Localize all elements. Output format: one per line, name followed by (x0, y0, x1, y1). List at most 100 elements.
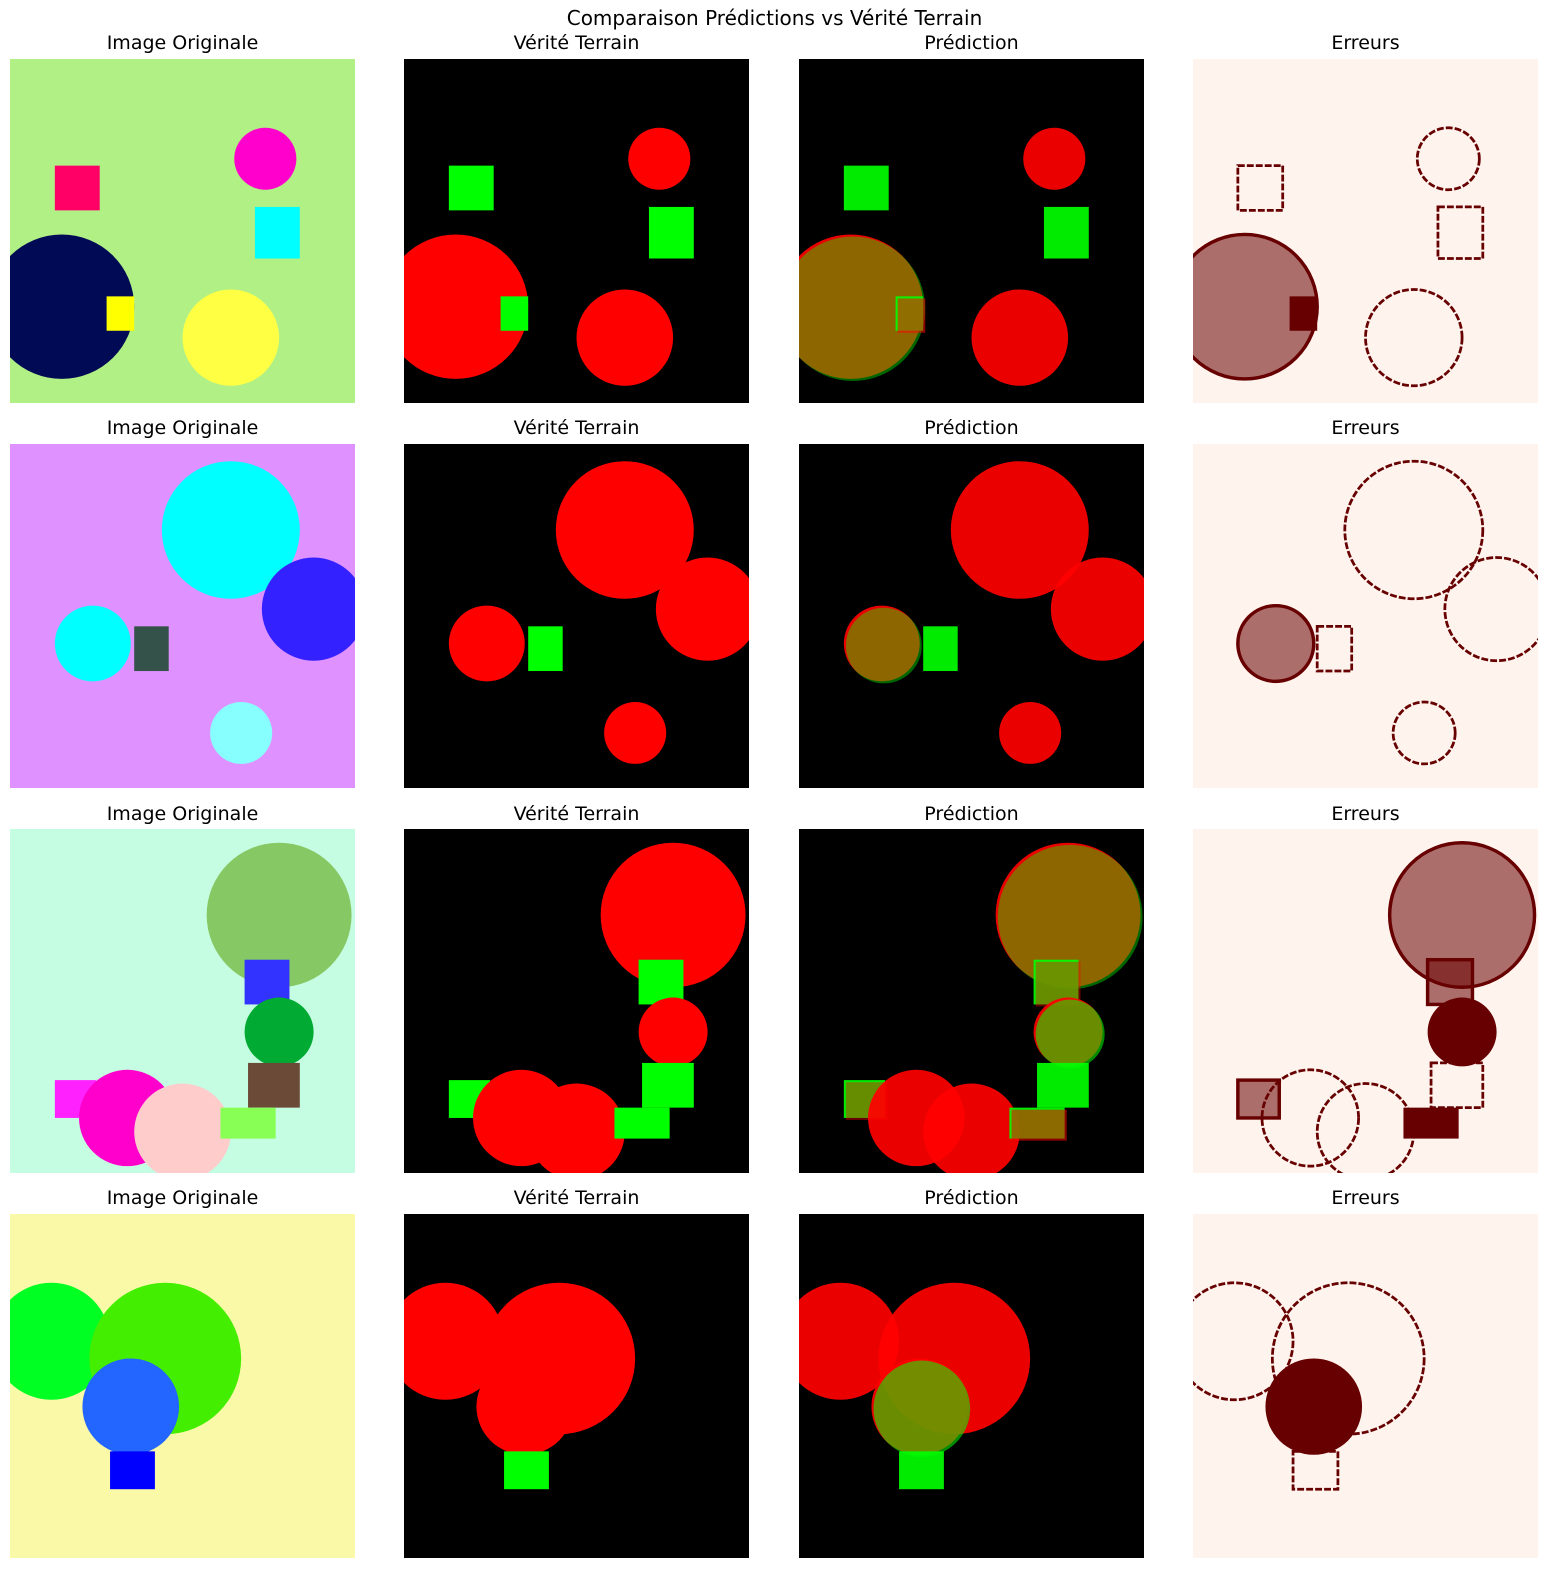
original-square-4 (110, 1451, 155, 1490)
panel-title-errors: Erreurs (1331, 32, 1400, 54)
errors-square-3 (1436, 205, 1485, 260)
panel-title-prediction: Prédiction (924, 1187, 1019, 1209)
prediction-circle-7 (923, 1083, 1020, 1173)
errors-circle-3 (1265, 1358, 1363, 1455)
original-circle-3 (82, 1358, 180, 1455)
panel-title-original: Image Originale (106, 803, 259, 825)
prediction-circle-1 (995, 842, 1143, 990)
errors-circle-3 (1236, 603, 1316, 684)
panel-title-ground-truth: Vérité Terrain (513, 417, 640, 439)
prediction-circle-2 (1050, 557, 1144, 661)
original-circle-1 (234, 127, 297, 190)
panel-prediction-sample-2 (799, 444, 1144, 788)
panel-prediction-sample-1 (799, 59, 1144, 403)
errors-square-2 (1425, 957, 1475, 1007)
original-square-4 (134, 626, 169, 672)
prediction-circle-6 (971, 289, 1069, 386)
ground-truth-circle-7 (528, 1083, 625, 1173)
prediction-circle-3 (843, 605, 922, 684)
ground-truth-circle-3 (638, 997, 708, 1067)
ground-truth-square-4 (504, 1451, 549, 1490)
ground-truth-square-4 (642, 1062, 694, 1108)
panel-background (1193, 444, 1538, 788)
original-square-4 (248, 1062, 300, 1108)
panel-title-original: Image Originale (106, 1187, 259, 1209)
panel-title-ground-truth: Vérité Terrain (513, 1187, 640, 1209)
panel-title-prediction: Prédiction (924, 417, 1019, 439)
panel-background (1193, 1214, 1538, 1558)
errors-circle-1 (1343, 459, 1485, 601)
original-circle-2 (261, 557, 355, 661)
panel-errors-sample-3 (1193, 829, 1538, 1173)
ground-truth-square-3 (648, 206, 694, 259)
original-circle-7 (134, 1083, 231, 1173)
prediction-circle-5 (999, 702, 1062, 764)
prediction-circle-4 (799, 234, 926, 381)
ground-truth-square-8 (614, 1107, 670, 1139)
errors-circle-1 (1193, 1281, 1295, 1402)
prediction-square-8 (1009, 1107, 1067, 1141)
ground-truth-circle-1 (600, 842, 746, 988)
ground-truth-circle-1 (555, 461, 694, 599)
panel-title-original: Image Originale (106, 32, 259, 54)
ground-truth-circle-4 (404, 234, 529, 379)
errors-circle-2 (1443, 556, 1538, 663)
errors-circle-5 (1391, 700, 1457, 766)
prediction-square-3 (1043, 206, 1089, 259)
panel-title-prediction: Prédiction (924, 32, 1019, 54)
panel-title-ground-truth: Vérité Terrain (513, 803, 640, 825)
panel-original-sample-3 (10, 829, 355, 1173)
ground-truth-circle-3 (476, 1358, 574, 1455)
panel-title-prediction: Prédiction (924, 803, 1019, 825)
panel-original-sample-2 (10, 444, 355, 788)
original-square-8 (220, 1107, 276, 1139)
ground-truth-circle-6 (576, 289, 674, 386)
original-square-5 (106, 296, 135, 331)
original-circle-1 (206, 842, 352, 988)
panel-errors-sample-4 (1193, 1214, 1538, 1558)
errors-circle-6 (1364, 288, 1464, 388)
panel-original-sample-4 (10, 1214, 355, 1558)
prediction-circle-1 (1023, 127, 1086, 190)
original-circle-4 (10, 234, 135, 379)
prediction-circle-1 (799, 1282, 900, 1400)
prediction-circle-1 (950, 461, 1089, 599)
errors-circle-1 (1415, 126, 1481, 192)
original-square-2 (244, 959, 290, 1005)
original-circle-6 (182, 289, 280, 386)
ground-truth-square-2 (448, 165, 494, 211)
panel-prediction-sample-3 (799, 829, 1144, 1173)
original-square-3 (254, 206, 300, 259)
prediction-square-2 (843, 165, 889, 211)
panel-title-errors: Erreurs (1331, 1187, 1400, 1209)
ground-truth-circle-2 (655, 557, 749, 661)
prediction-circle-3 (1033, 997, 1105, 1069)
errors-square-2 (1236, 164, 1285, 212)
panel-title-errors: Erreurs (1331, 803, 1400, 825)
ground-truth-circle-3 (448, 605, 525, 682)
figure-title: Comparaison Prédictions vs Vérité Terrai… (566, 6, 983, 30)
prediction-square-4 (1037, 1062, 1089, 1108)
errors-square-4 (1291, 1449, 1340, 1491)
original-square-2 (54, 165, 100, 211)
panel-original-sample-1 (10, 59, 355, 403)
ground-truth-square-2 (638, 959, 684, 1005)
ground-truth-circle-1 (404, 1282, 505, 1400)
original-circle-5 (210, 702, 273, 764)
panel-title-errors: Erreurs (1331, 417, 1400, 439)
errors-square-8 (1403, 1107, 1459, 1139)
panel-errors-sample-1 (1193, 59, 1538, 403)
panel-ground-truth-sample-2 (404, 444, 749, 788)
panel-errors-sample-2 (1193, 444, 1538, 788)
panel-ground-truth-sample-3 (404, 829, 749, 1173)
prediction-circle-3 (871, 1358, 971, 1457)
prediction-square-4 (923, 626, 958, 672)
original-circle-3 (54, 605, 131, 682)
panel-ground-truth-sample-4 (404, 1214, 749, 1558)
ground-truth-circle-5 (604, 702, 667, 764)
ground-truth-circle-1 (628, 127, 691, 190)
panel-prediction-sample-4 (799, 1214, 1144, 1558)
errors-circle-3 (1427, 997, 1497, 1067)
original-circle-1 (161, 461, 300, 599)
panel-ground-truth-sample-1 (404, 59, 749, 403)
